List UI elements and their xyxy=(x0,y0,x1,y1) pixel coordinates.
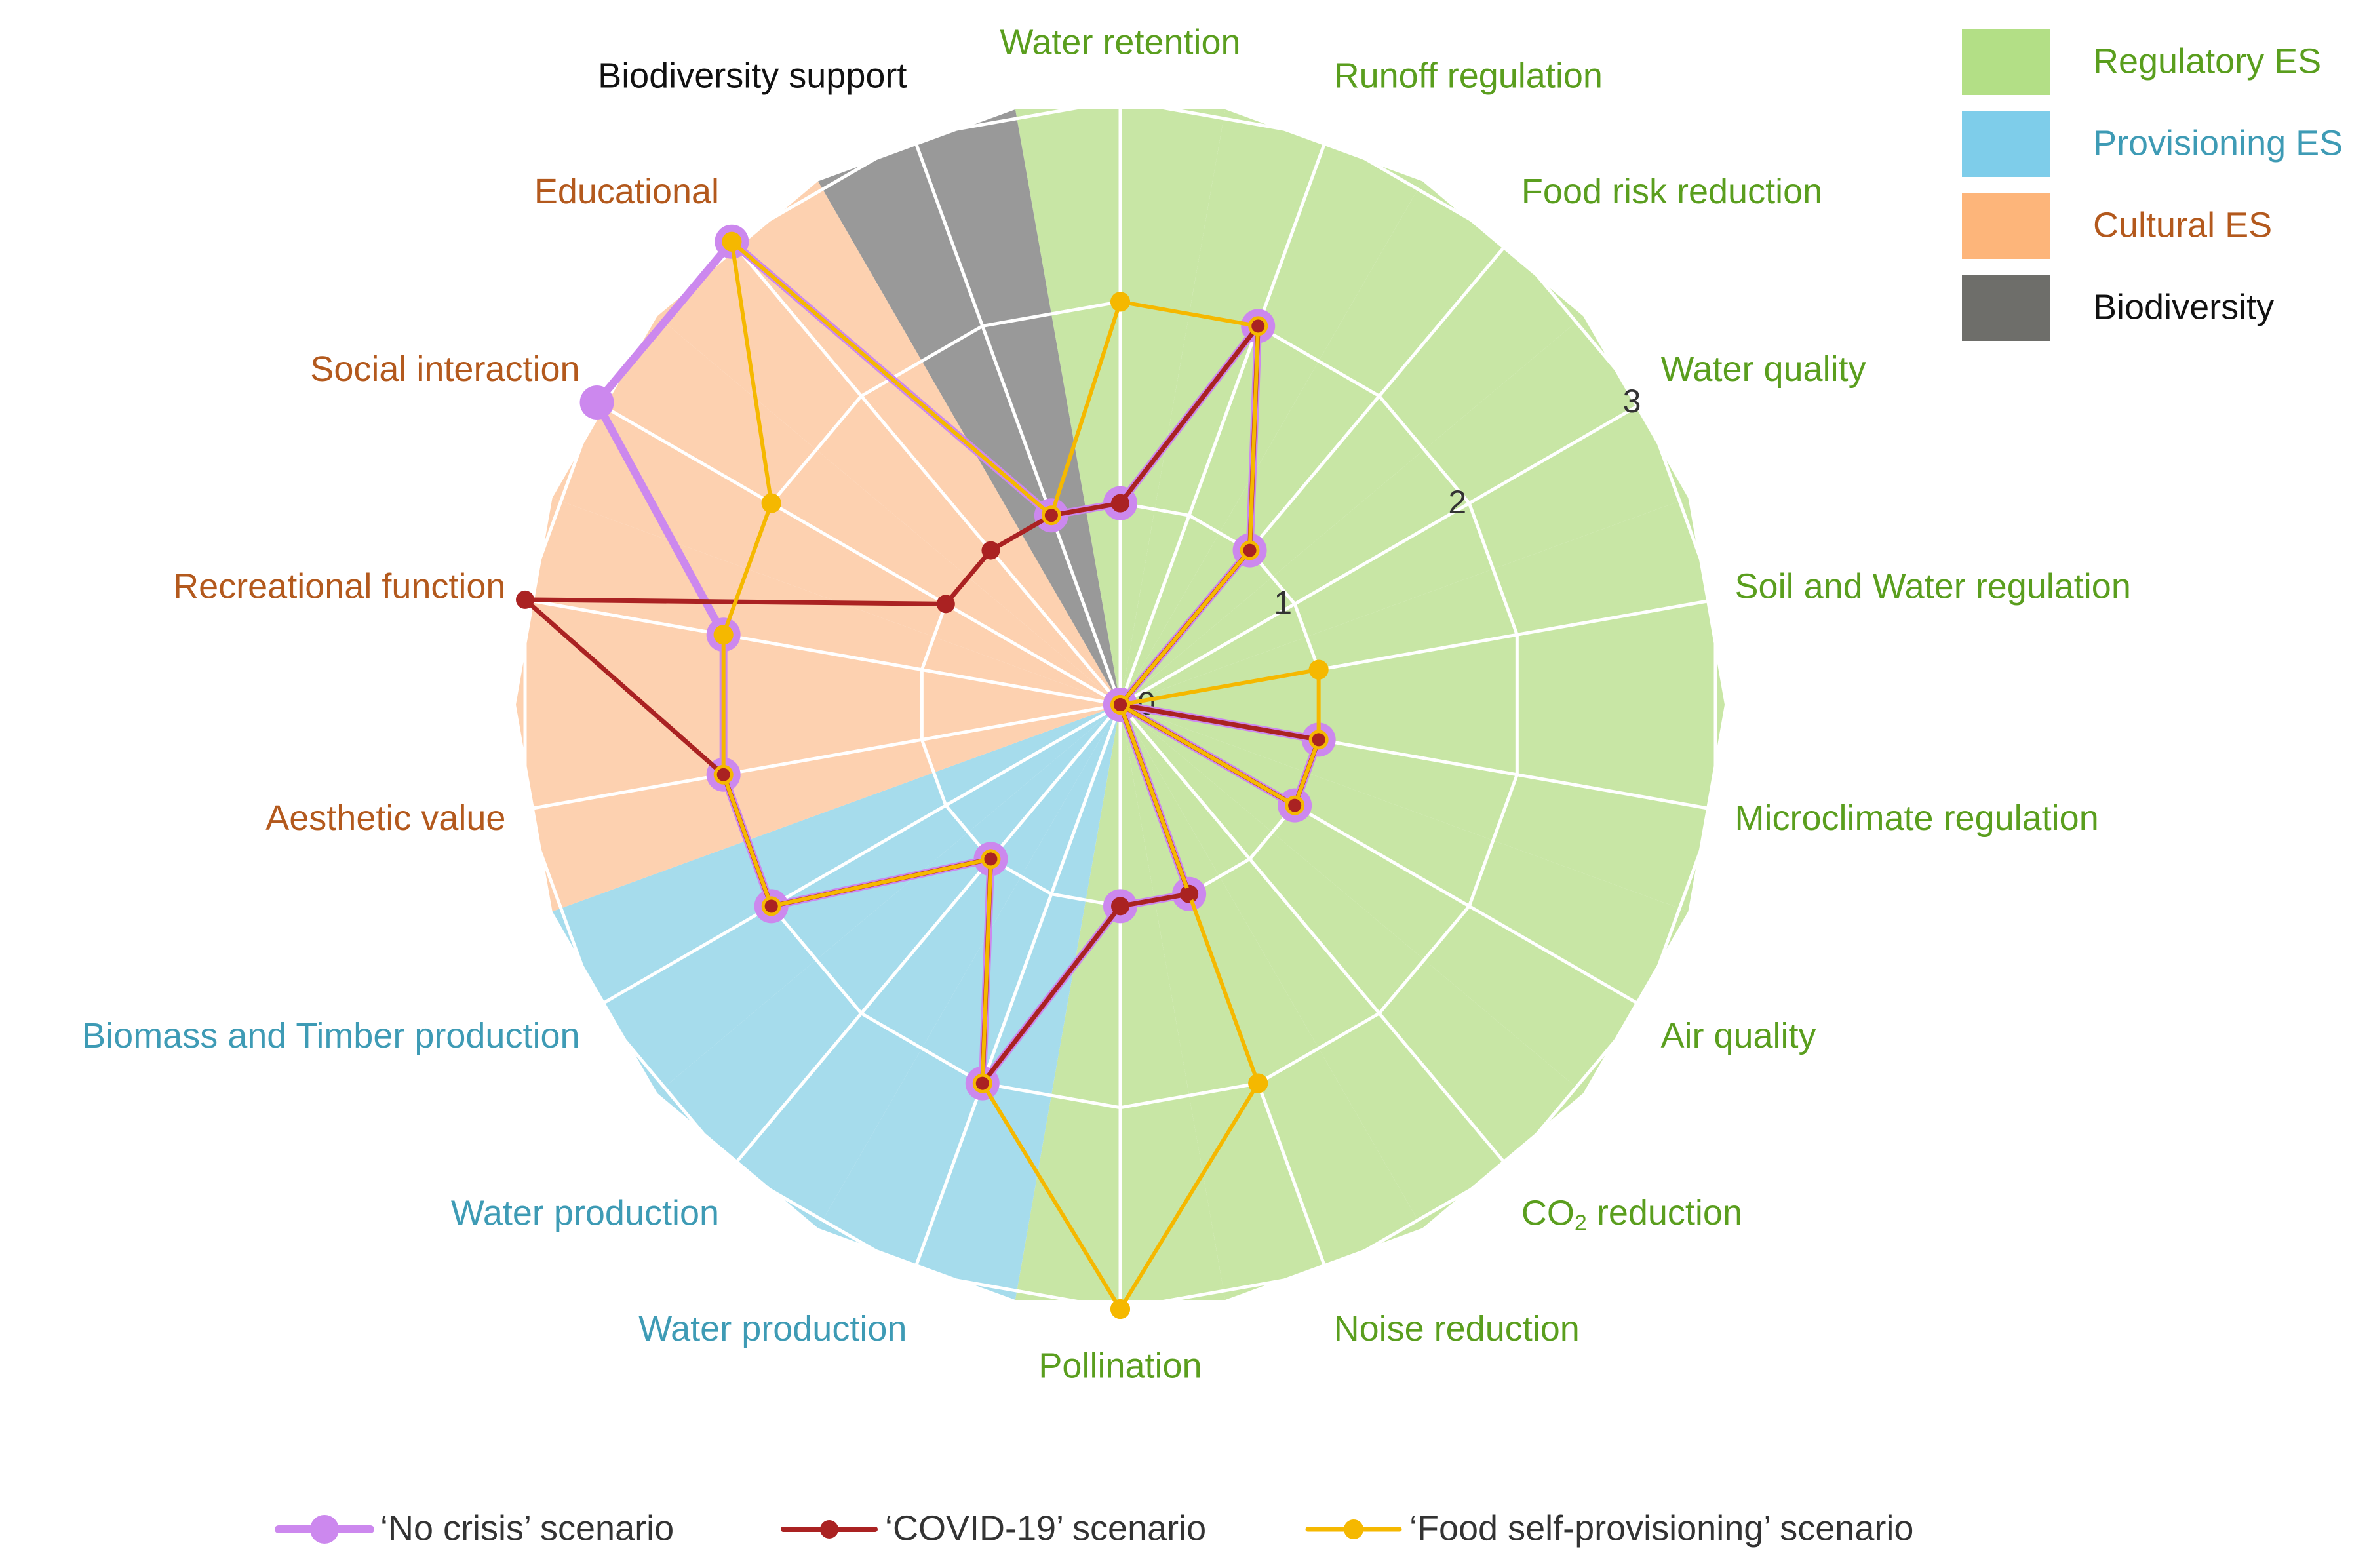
category-label-recreational-function: Recreational function xyxy=(173,567,505,606)
legend-label: Provisioning ES xyxy=(2093,123,2343,163)
data-point-core xyxy=(1288,798,1302,812)
legend-swatch xyxy=(1962,193,2050,259)
marker-overlay xyxy=(519,231,1329,1319)
grid-spoke xyxy=(596,703,1122,1009)
category-label-educational: Educational xyxy=(534,172,719,211)
group-legend: Regulatory ES Provisioning ES Cultural ES B… xyxy=(1962,29,2343,341)
data-point-core xyxy=(761,493,781,513)
legend-label: Cultural ES xyxy=(2093,205,2272,245)
legend-label: Biodiversity xyxy=(2093,287,2274,326)
series-legend-item-covid-19-scenario: ‘COVID-19’ scenario xyxy=(781,1508,1206,1548)
sector-biodiversity xyxy=(818,109,1120,705)
category-label-water-quality: Water quality xyxy=(1660,349,1866,389)
legend-item-biodiversity: Biodiversity xyxy=(1962,275,2274,341)
series-legend-label: ‘COVID-19’ scenario xyxy=(885,1508,1206,1548)
sector-cultural xyxy=(516,705,1120,912)
grid-spoke xyxy=(1119,401,1645,707)
grid-spoke xyxy=(912,704,1122,1274)
legend-swatch xyxy=(1962,275,2050,341)
category-label-co: CO2 reduction xyxy=(1521,1193,1742,1236)
legend-marker xyxy=(310,1515,339,1544)
grid-spoke xyxy=(596,401,1122,707)
tick-label-1: 1 xyxy=(1274,585,1292,621)
sector-cultural xyxy=(657,181,1120,705)
category-label-water-production: Water production xyxy=(451,1193,719,1232)
data-point-core xyxy=(713,625,734,645)
category-label-microclimate-regulation: Microclimate regulation xyxy=(1735,798,2099,838)
data-point-core xyxy=(1114,698,1127,711)
data-point-core xyxy=(722,231,742,252)
series-legend-label: ‘Food self-provisioning’ scenario xyxy=(1409,1508,1913,1548)
sector-provisioning xyxy=(818,705,1120,1300)
legend-item-cultural: Cultural ES xyxy=(1962,193,2272,259)
legend-marker xyxy=(1344,1519,1363,1539)
sector-provisioning xyxy=(552,705,1120,1093)
data-point-core xyxy=(519,593,532,606)
data-point-core xyxy=(984,543,998,557)
data-point-core xyxy=(1114,496,1127,510)
series-legend-label: ‘No crisis’ scenario xyxy=(380,1508,674,1548)
data-point-core xyxy=(939,597,952,611)
category-label-pollination: Pollination xyxy=(1038,1346,1202,1385)
sector-regulatory xyxy=(1120,705,1422,1300)
data-point-core xyxy=(1044,509,1058,522)
sector-regulatory xyxy=(1120,705,1584,1228)
category-label-aesthetic-value: Aesthetic value xyxy=(265,798,505,838)
sector-regulatory xyxy=(1120,705,1725,912)
data-point-core xyxy=(1114,899,1127,913)
legend-item-regulatory: Regulatory ES xyxy=(1962,29,2321,95)
legend-label: Regulatory ES xyxy=(2093,41,2321,81)
data-point-core xyxy=(764,899,778,913)
data-point-core xyxy=(716,768,730,781)
data-point-core xyxy=(1243,543,1257,557)
legend-item-provisioning: Provisioning ES xyxy=(1962,111,2343,177)
sector-provisioning xyxy=(657,705,1120,1228)
sector-cultural xyxy=(552,316,1120,705)
category-label-soil-and-water-regulation: Soil and Water regulation xyxy=(1735,567,2131,606)
data-point-core xyxy=(1110,292,1130,312)
grid-spoke xyxy=(524,703,1121,812)
data-point-core xyxy=(1110,1299,1130,1319)
legend-swatch xyxy=(1962,111,2050,177)
sector-regulatory xyxy=(1120,316,1689,705)
series-legend-item-food-self-provisioning-scenario: ‘Food self-provisioning’ scenario xyxy=(1305,1508,1913,1548)
tick-label-3: 3 xyxy=(1623,383,1641,420)
sector-regulatory xyxy=(1120,181,1584,705)
category-label-water-production: Water production xyxy=(638,1309,907,1348)
category-label-biodiversity-support: Biodiversity support xyxy=(598,56,907,96)
data-point-core xyxy=(1251,319,1265,333)
category-label-runoff-regulation: Runoff regulation xyxy=(1334,56,1603,96)
data-point-core xyxy=(1308,659,1329,680)
series-legend: ‘No crisis’ scenario ‘COVID-19’ scenario ‘… xyxy=(275,1508,1913,1548)
tick-label-2: 2 xyxy=(1448,484,1466,520)
group-sectors xyxy=(516,109,1725,1300)
grid-spoke xyxy=(524,598,1121,707)
category-label-water-retention: Water retention xyxy=(1000,22,1240,62)
data-point xyxy=(579,385,614,420)
grid-spoke xyxy=(1118,136,1329,705)
grid-spoke xyxy=(730,703,1122,1169)
sector-regulatory xyxy=(1120,705,1689,1093)
sector-regulatory xyxy=(1120,109,1422,705)
legend-swatch xyxy=(1962,29,2050,95)
grid-spoke xyxy=(912,136,1122,705)
data-point-core xyxy=(984,852,998,866)
grid-spoke xyxy=(1119,703,1510,1169)
category-label-noise-reduction: Noise reduction xyxy=(1334,1309,1580,1348)
category-labels: Water retention Runoff regulation Food ris… xyxy=(82,22,2131,1385)
category-label-food-risk-reduction: Food risk reduction xyxy=(1521,172,1822,211)
grid-spoke xyxy=(730,241,1122,706)
category-label-social-interaction: Social interaction xyxy=(310,349,579,389)
data-point-core xyxy=(1183,887,1196,901)
legend-marker xyxy=(820,1520,838,1539)
data-point-core xyxy=(1248,1073,1268,1093)
category-label-air-quality: Air quality xyxy=(1660,1016,1816,1055)
data-point-core xyxy=(1312,733,1325,747)
series-layer xyxy=(516,224,1336,1319)
data-point-core xyxy=(975,1076,989,1090)
series-legend-item-no-crisis-scenario: ‘No crisis’ scenario xyxy=(275,1508,674,1548)
category-label-biomass-and-timber-production: Biomass and Timber production xyxy=(82,1016,579,1055)
sector-regulatory xyxy=(1120,498,1725,705)
